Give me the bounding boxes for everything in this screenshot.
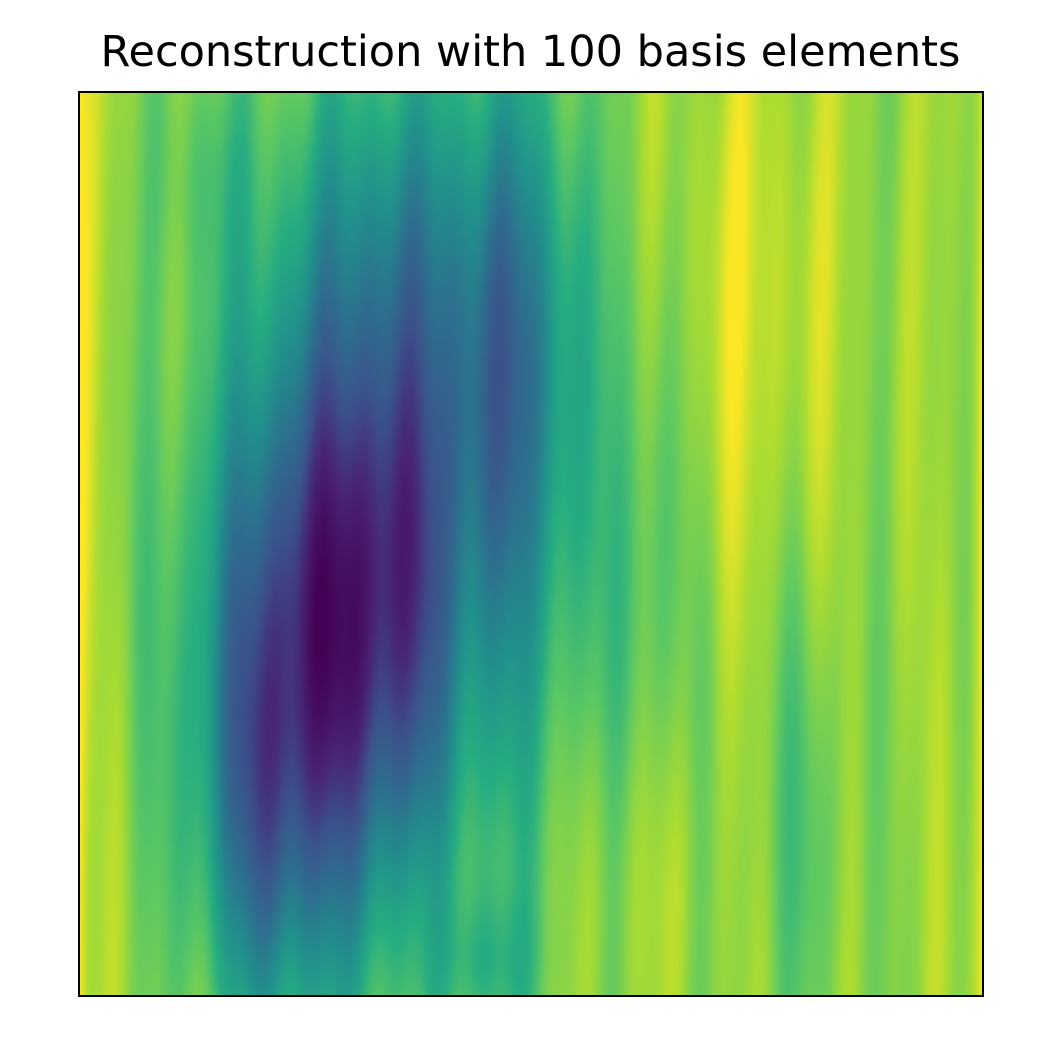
chart-title: Reconstruction with 100 basis elements [100, 27, 961, 77]
heatmap-canvas [78, 91, 984, 997]
heatmap-image [78, 91, 984, 997]
